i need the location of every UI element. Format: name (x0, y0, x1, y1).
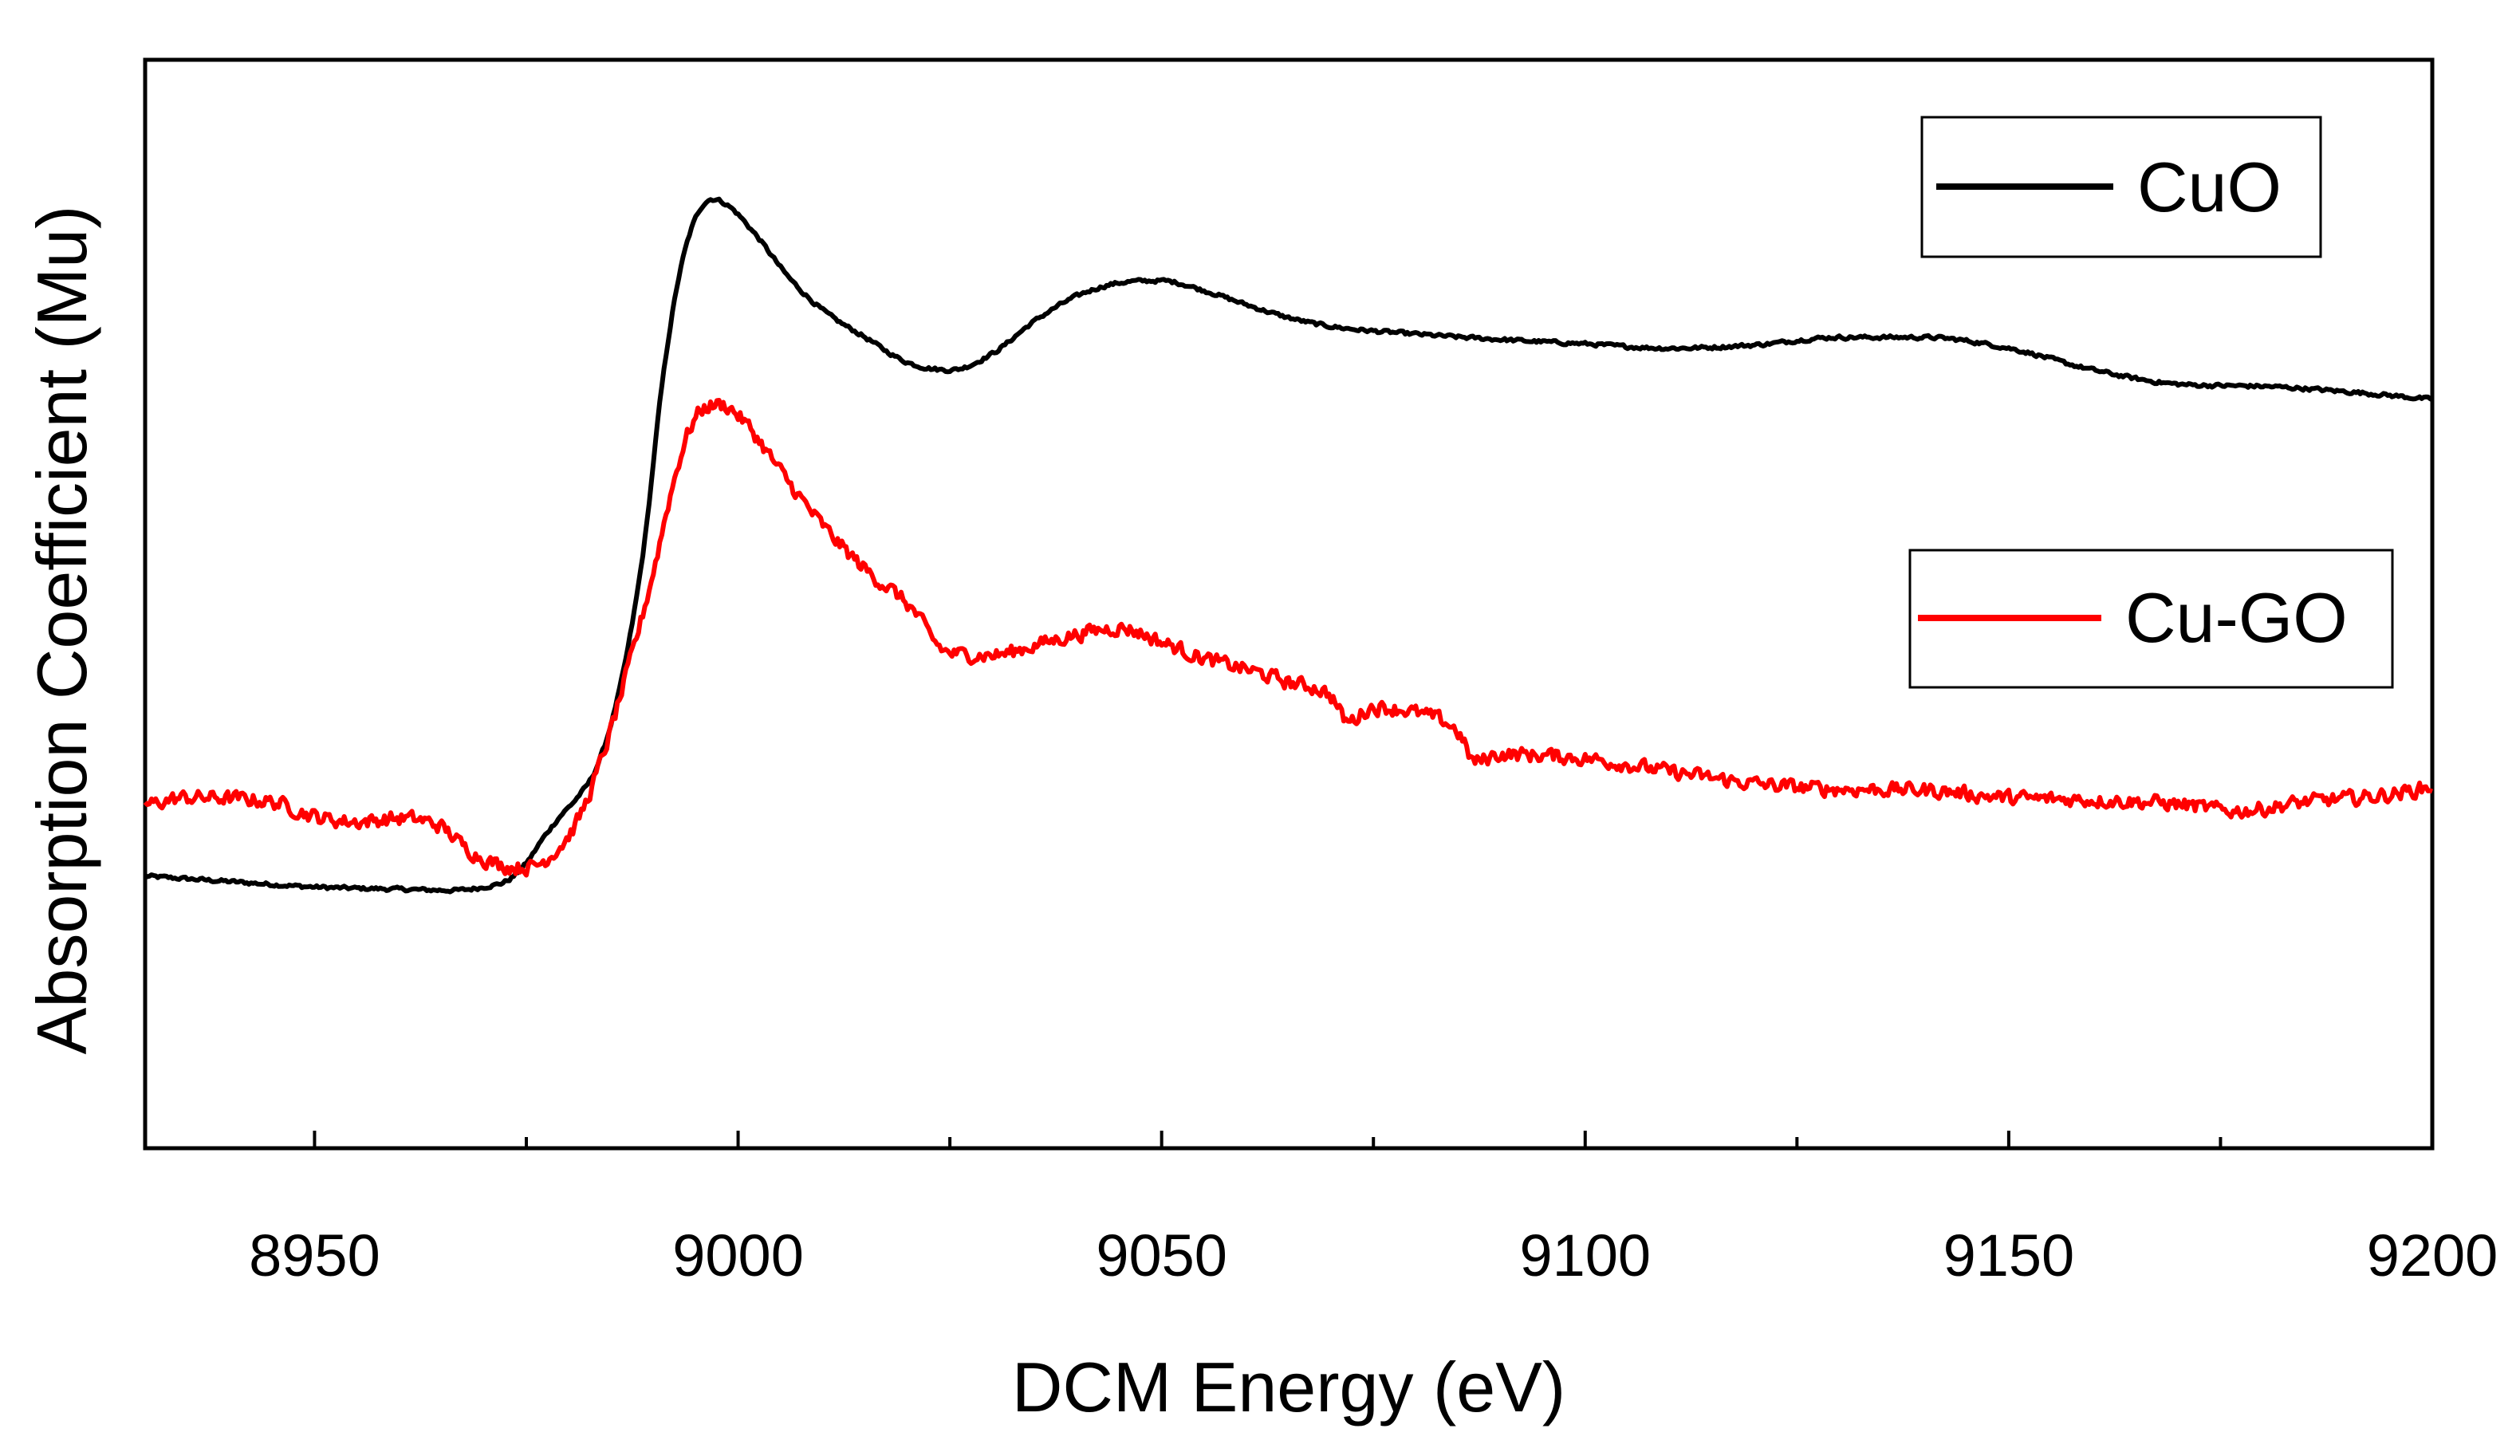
legend-cugo-label: Cu-GO (2125, 578, 2348, 657)
x-tick-label-9050: 9050 (1096, 1222, 1227, 1289)
x-axis-title: DCM Energy (eV) (1012, 1348, 1565, 1426)
legend-cugo: Cu-GO (1908, 549, 2394, 689)
x-tick-label-9100: 9100 (1519, 1222, 1651, 1289)
y-axis-title: Absorption Coefficient (Mu) (22, 206, 101, 1055)
series-layer (143, 196, 2434, 895)
x-tick-label-9200: 9200 (2367, 1222, 2498, 1289)
legend-cuo-label: CuO (2137, 148, 2282, 226)
x-tick-label-9150: 9150 (1943, 1222, 2075, 1289)
series-line-cuo (144, 196, 2434, 895)
legend-cugo-box (1908, 549, 2394, 689)
plot-frame (143, 57, 2435, 1151)
legend-cuo: CuO (1920, 116, 2322, 258)
x-tick-label-9000: 9000 (672, 1222, 804, 1289)
x-axis-ticks: 8950 9000 9050 9100 9150 9200 (249, 1131, 2498, 1289)
x-tick-label-8950: 8950 (249, 1222, 380, 1289)
series-line-cu-go (143, 398, 2434, 878)
